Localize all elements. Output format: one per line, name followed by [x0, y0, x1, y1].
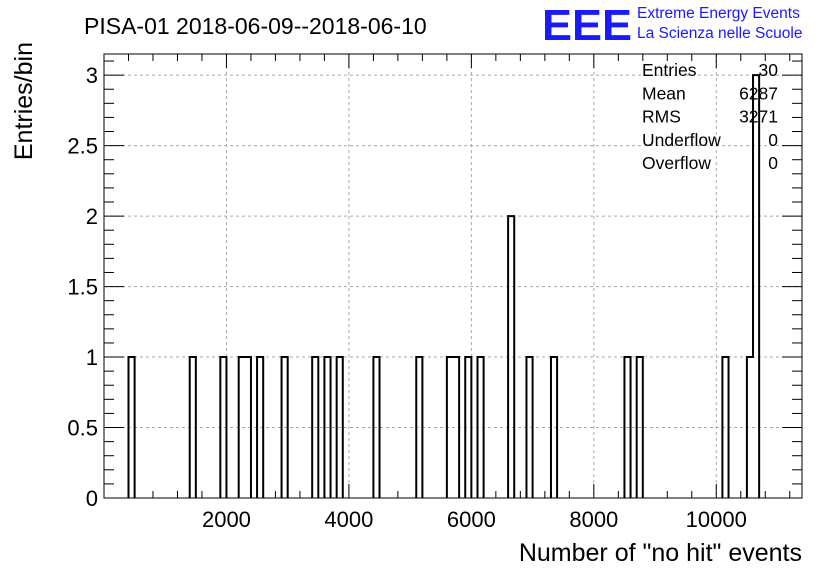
histogram-bin	[624, 357, 630, 498]
logo-line-1: Extreme Energy Events	[637, 5, 800, 22]
plot-frame	[103, 53, 803, 499]
stats-box: Entries 30 Mean 6287 RMS 3271 Underflow 0 Overfl…	[642, 60, 778, 173]
histogram-bin	[477, 357, 483, 498]
histogram-bin	[239, 357, 245, 498]
histogram-bin	[551, 357, 557, 498]
stats-value: 0	[768, 130, 778, 150]
x-tick-label: 10000	[686, 507, 747, 532]
x-axis-label: Number of "no hit" events	[519, 539, 802, 567]
histogram-bin	[324, 357, 330, 498]
histogram-bin	[312, 357, 318, 498]
histogram-bin	[245, 357, 251, 498]
y-tick-label: 0.5	[67, 416, 98, 441]
histogram-bin	[373, 357, 379, 498]
histogram-bin	[753, 75, 759, 498]
stats-value: 3271	[739, 107, 778, 127]
axis-ticks	[104, 54, 802, 498]
x-tick-label: 2000	[202, 507, 251, 532]
y-tick-label: 3	[86, 63, 98, 88]
x-tick-labels: 2000 4000 6000 8000 10000	[202, 507, 747, 532]
stats-label: RMS	[642, 107, 681, 127]
histogram-bin	[453, 357, 459, 498]
y-axis-label: Entries/bin	[10, 42, 38, 160]
y-tick-label: 2	[86, 204, 98, 229]
stats-value: 0	[768, 153, 778, 173]
stats-label: Overflow	[642, 153, 711, 173]
y-tick-label: 1.5	[67, 275, 98, 300]
histogram-bin	[128, 357, 134, 498]
histogram-bin	[337, 357, 343, 498]
x-tick-label: 4000	[324, 507, 373, 532]
y-tick-label: 2.5	[67, 134, 98, 159]
histogram-bin	[465, 357, 471, 498]
histogram-bars	[127, 74, 761, 498]
x-tick-label: 6000	[447, 507, 496, 532]
eee-logo: EEE Extreme Energy Events La Scienza nel…	[542, 1, 802, 50]
histogram-bin	[190, 357, 196, 498]
histogram-bin	[526, 357, 532, 498]
histogram-bin	[220, 357, 226, 498]
histogram-bin	[257, 357, 263, 498]
y-tick-label: 0	[86, 486, 98, 511]
histogram-bin	[282, 357, 288, 498]
x-tick-label: 8000	[569, 507, 618, 532]
histogram-bin	[447, 357, 453, 498]
chart-title: PISA-01 2018-06-09--2018-06-10	[84, 13, 427, 39]
stats-label: Mean	[642, 83, 686, 103]
histogram-bin	[747, 357, 753, 498]
histogram-bin	[416, 357, 422, 498]
histogram-outline	[127, 74, 761, 498]
logo-mark: EEE	[542, 1, 632, 50]
stats-label: Entries	[642, 60, 697, 80]
stats-label: Underflow	[642, 130, 721, 150]
logo-line-2: La Scienza nelle Scuole	[637, 25, 802, 42]
histogram-bin	[637, 357, 643, 498]
histogram-bin	[508, 216, 514, 498]
histogram-bin	[722, 357, 728, 498]
y-tick-label: 1	[86, 345, 98, 370]
stats-value: 30	[759, 60, 779, 80]
y-tick-labels: 0 0.5 1 1.5 2 2.5 3	[67, 63, 98, 511]
stats-value: 6287	[739, 83, 778, 103]
